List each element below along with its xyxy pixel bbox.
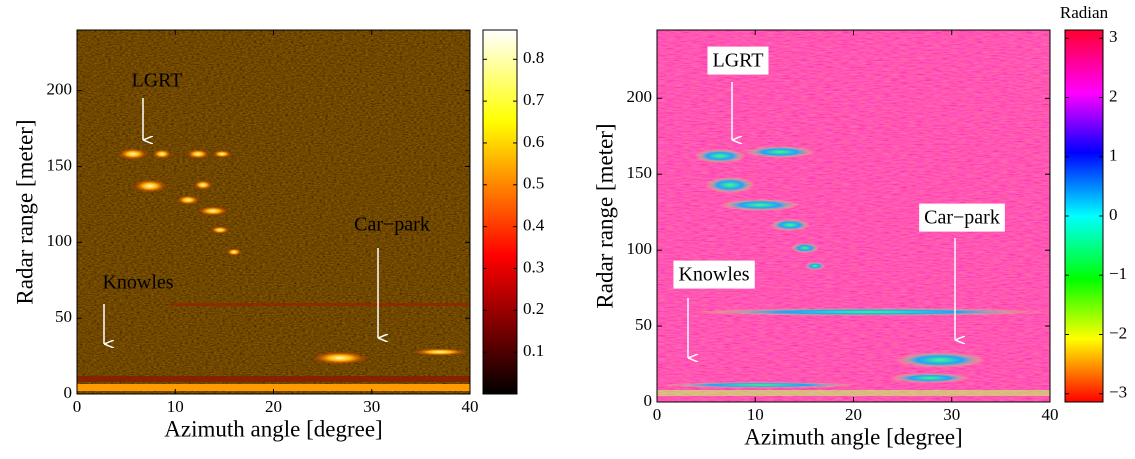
x-tick-label: 0 [653, 405, 662, 424]
x-tick-label: 40 [1042, 405, 1059, 424]
colorbar-tick-label: 0.8 [523, 48, 544, 67]
y-tick-label: 150 [47, 155, 73, 174]
colorbar-tick-label: 0.1 [523, 341, 544, 360]
annotation-box [707, 46, 769, 75]
annotation: Car−park [924, 207, 1000, 229]
colorbar-frame [482, 29, 518, 395]
annotation-box [673, 260, 755, 289]
x-axis-label: Azimuth angle [degree] [164, 416, 382, 441]
x-tick-label: 30 [943, 405, 960, 424]
colorbar-title: Radian [1060, 3, 1109, 22]
colorbar-tick-label: −3 [1109, 383, 1127, 402]
colorbar-tick-label: −2 [1109, 323, 1127, 342]
colorbar-tick-label: 0.5 [523, 174, 544, 193]
y-tick-label: 50 [635, 315, 652, 334]
x-tick-label: 30 [363, 397, 380, 416]
colorbar-tick-label: −1 [1109, 264, 1127, 283]
y-tick-label: 100 [47, 231, 73, 250]
colorbar-tick-label: 3 [1109, 27, 1118, 46]
x-tick-label: 20 [265, 397, 282, 416]
y-tick-label: 0 [644, 391, 653, 410]
x-tick-label: 20 [845, 405, 862, 424]
x-tick-label: 40 [462, 397, 479, 416]
colorbar-tick-label: 0.2 [523, 299, 544, 318]
x-tick-label: 10 [747, 405, 764, 424]
y-axis-label: Radar range [meter] [12, 119, 37, 304]
colorbar-tick-label: 1 [1109, 146, 1118, 165]
y-tick-label: 200 [47, 80, 73, 99]
x-tick-label: 0 [73, 397, 82, 416]
x-tick-label: 10 [167, 397, 184, 416]
colorbar [483, 30, 517, 394]
annotation: Knowles [102, 272, 173, 294]
y-tick-label: 0 [64, 383, 73, 402]
colorbar-tick-label: 0.3 [523, 257, 544, 276]
y-tick-label: 100 [627, 239, 653, 258]
annotation-box [919, 203, 1005, 232]
colorbar [1065, 30, 1103, 402]
annotation: Car−park [354, 214, 430, 236]
colorbar-tick-label: 0.4 [523, 216, 545, 235]
y-tick-label: 150 [627, 163, 653, 182]
x-axis-label: Azimuth angle [degree] [744, 424, 962, 449]
annotation: Knowles [678, 264, 749, 286]
heatmap-left [77, 30, 470, 394]
y-tick-label: 50 [55, 307, 72, 326]
y-axis-label: Radar range [meter] [592, 123, 617, 308]
annotation: LGRT [712, 50, 763, 72]
colorbar-tick-label: 0.7 [523, 90, 545, 109]
y-tick-label: 200 [627, 87, 653, 106]
annotation: LGRT [131, 70, 182, 92]
colorbar-tick-label: 2 [1109, 86, 1118, 105]
colorbar-tick-label: 0.6 [523, 132, 544, 151]
colorbar-tick-label: 0 [1109, 205, 1118, 224]
